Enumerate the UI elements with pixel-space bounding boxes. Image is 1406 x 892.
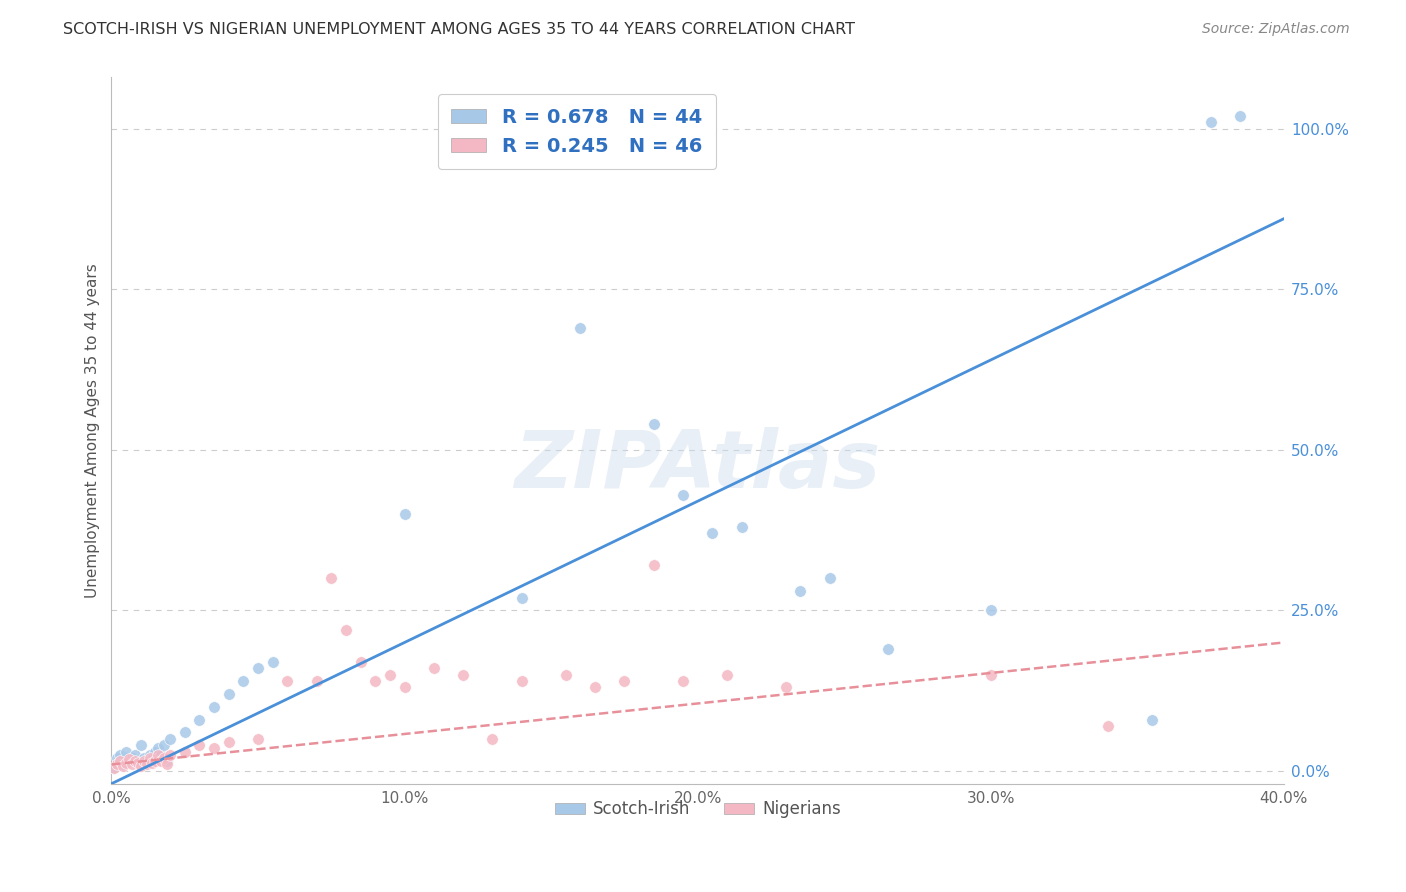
Point: [156, 754, 179, 768]
Point: [112, 757, 135, 772]
Point: [980, 667, 1002, 681]
Point: [145, 754, 167, 768]
Point: [132, 751, 155, 765]
Point: [153, 738, 176, 752]
Point: [305, 673, 328, 688]
Point: [202, 699, 225, 714]
Point: [1199, 115, 1222, 129]
Text: ZIPAtlas: ZIPAtlas: [515, 427, 880, 505]
Point: [643, 558, 665, 573]
Point: [218, 735, 240, 749]
Point: [246, 731, 269, 746]
Text: SCOTCH-IRISH VS NIGERIAN UNEMPLOYMENT AMONG AGES 35 TO 44 YEARS CORRELATION CHAR: SCOTCH-IRISH VS NIGERIAN UNEMPLOYMENT AM…: [63, 22, 855, 37]
Point: [188, 713, 211, 727]
Point: [129, 758, 152, 772]
Point: [394, 681, 416, 695]
Point: [148, 741, 170, 756]
Point: [451, 667, 474, 681]
Point: [510, 673, 533, 688]
Point: [115, 756, 138, 771]
Point: [103, 761, 125, 775]
Point: [672, 488, 695, 502]
Point: [613, 673, 636, 688]
Point: [159, 747, 181, 762]
Point: [218, 687, 240, 701]
Point: [378, 667, 401, 681]
Point: [129, 738, 152, 752]
Point: [583, 681, 606, 695]
Point: [1140, 713, 1163, 727]
Point: [554, 667, 576, 681]
Point: [188, 738, 211, 752]
Point: [118, 752, 141, 766]
Point: [132, 754, 155, 768]
Point: [335, 623, 357, 637]
Point: [118, 754, 141, 768]
Point: [112, 758, 135, 772]
Legend: Scotch-Irish, Nigerians: Scotch-Irish, Nigerians: [548, 794, 848, 825]
Point: [135, 754, 157, 768]
Point: [141, 751, 163, 765]
Point: [1229, 109, 1251, 123]
Point: [789, 584, 811, 599]
Y-axis label: Unemployment Among Ages 35 to 44 years: Unemployment Among Ages 35 to 44 years: [86, 263, 100, 598]
Point: [105, 751, 128, 765]
Point: [159, 731, 181, 746]
Point: [124, 754, 146, 768]
Point: [716, 667, 738, 681]
Point: [115, 745, 138, 759]
Point: [105, 757, 128, 772]
Point: [135, 757, 157, 772]
Point: [173, 745, 195, 759]
Point: [321, 571, 343, 585]
Point: [108, 754, 131, 768]
Point: [569, 321, 592, 335]
Point: [643, 417, 665, 432]
Point: [173, 725, 195, 739]
Point: [394, 507, 416, 521]
Point: [141, 756, 163, 771]
Point: [1097, 719, 1119, 733]
Point: [481, 731, 503, 746]
Point: [103, 761, 125, 775]
Point: [121, 751, 143, 765]
Point: [108, 747, 131, 762]
Point: [510, 591, 533, 605]
Point: [145, 745, 167, 759]
Point: [150, 754, 173, 768]
Point: [105, 757, 128, 772]
Point: [818, 571, 841, 585]
Point: [202, 741, 225, 756]
Point: [730, 520, 752, 534]
Point: [150, 747, 173, 762]
Point: [262, 655, 284, 669]
Point: [115, 751, 138, 765]
Point: [156, 757, 179, 772]
Point: [980, 603, 1002, 617]
Point: [108, 754, 131, 768]
Point: [276, 673, 298, 688]
Point: [349, 655, 371, 669]
Point: [364, 673, 387, 688]
Point: [672, 673, 695, 688]
Point: [127, 757, 149, 772]
Point: [148, 747, 170, 762]
Point: [127, 756, 149, 771]
Point: [232, 673, 254, 688]
Point: [121, 757, 143, 772]
Point: [246, 661, 269, 675]
Point: [153, 751, 176, 765]
Point: [423, 661, 446, 675]
Point: [775, 681, 797, 695]
Text: Source: ZipAtlas.com: Source: ZipAtlas.com: [1202, 22, 1350, 37]
Point: [138, 751, 160, 765]
Point: [124, 747, 146, 762]
Point: [877, 641, 900, 656]
Point: [702, 526, 724, 541]
Point: [138, 747, 160, 762]
